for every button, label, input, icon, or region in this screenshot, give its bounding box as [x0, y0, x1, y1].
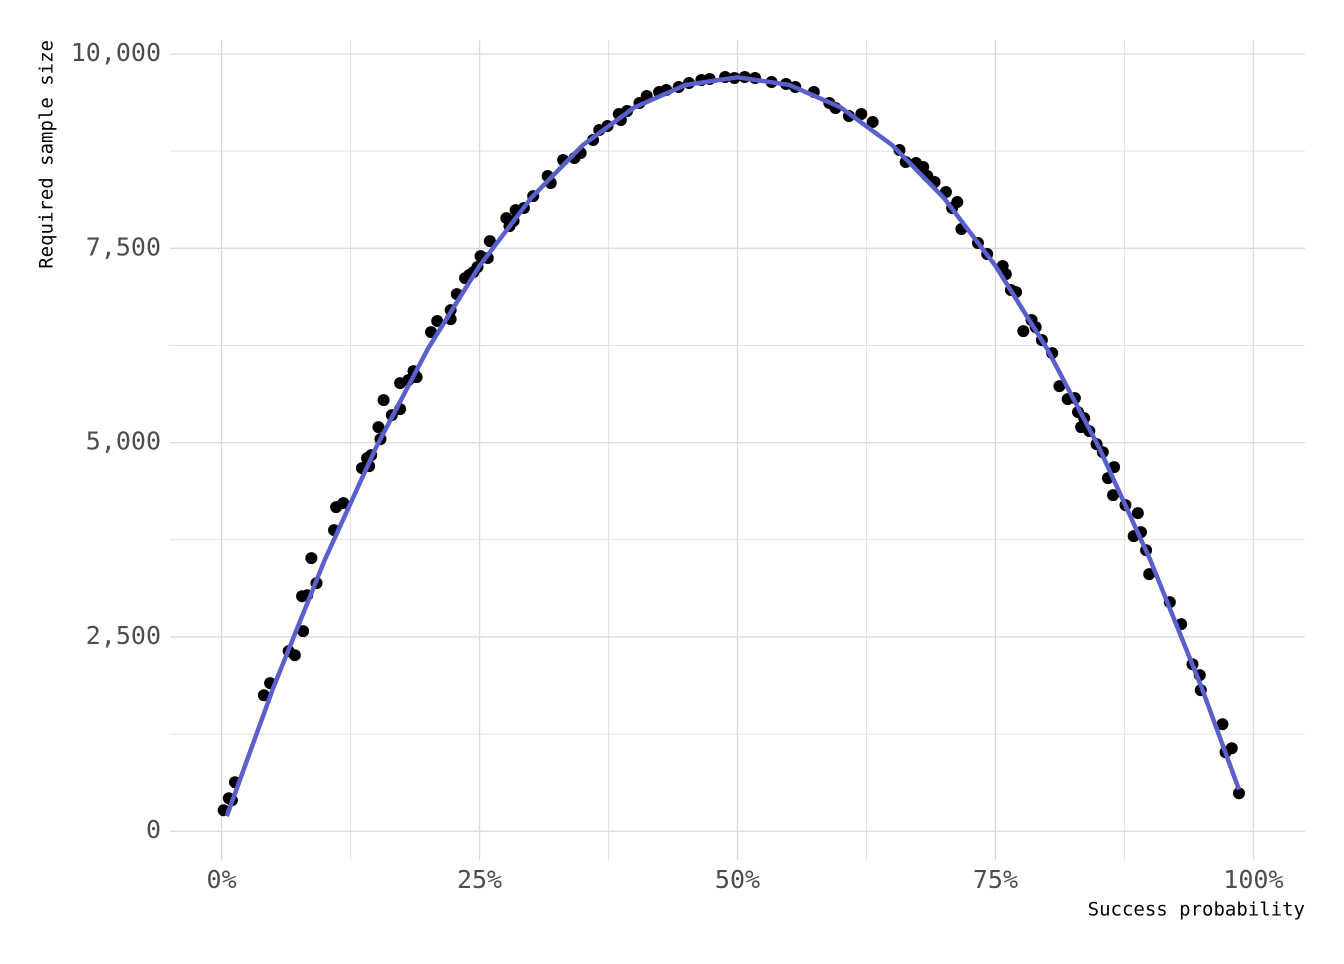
y-tick-label: 10,000 [71, 38, 161, 67]
y-tick-label: 2,500 [86, 621, 161, 650]
y-tick-label: 7,500 [86, 232, 161, 261]
point [1232, 787, 1245, 800]
point [288, 649, 301, 662]
point [866, 116, 879, 128]
x-axis-title: Success probability [1088, 899, 1305, 921]
point [337, 497, 350, 510]
point [1053, 380, 1066, 393]
fit-line [224, 75, 1242, 818]
point [257, 689, 270, 702]
point [372, 421, 385, 434]
point [377, 394, 390, 407]
y-axis-title: Required sample size [36, 40, 58, 269]
point [855, 107, 868, 120]
point [1216, 718, 1229, 731]
point [1107, 489, 1120, 502]
point [431, 315, 444, 328]
point [1017, 325, 1030, 338]
x-tick-label: 100% [1223, 865, 1283, 894]
x-tick-label: 75% [973, 865, 1018, 894]
marks [217, 70, 1245, 818]
point [297, 625, 310, 638]
y-tick-label: 5,000 [86, 427, 161, 456]
point [951, 196, 964, 209]
x-tick-label: 50% [715, 865, 760, 894]
grid [170, 40, 1305, 860]
point [1143, 568, 1156, 581]
x-tick-label: 0% [207, 865, 237, 894]
point [1131, 507, 1144, 520]
x-tick-label: 25% [457, 865, 502, 894]
point [917, 161, 930, 174]
point [1225, 742, 1238, 755]
point [305, 552, 318, 565]
point [483, 235, 496, 248]
y-tick-label: 0 [146, 815, 161, 844]
